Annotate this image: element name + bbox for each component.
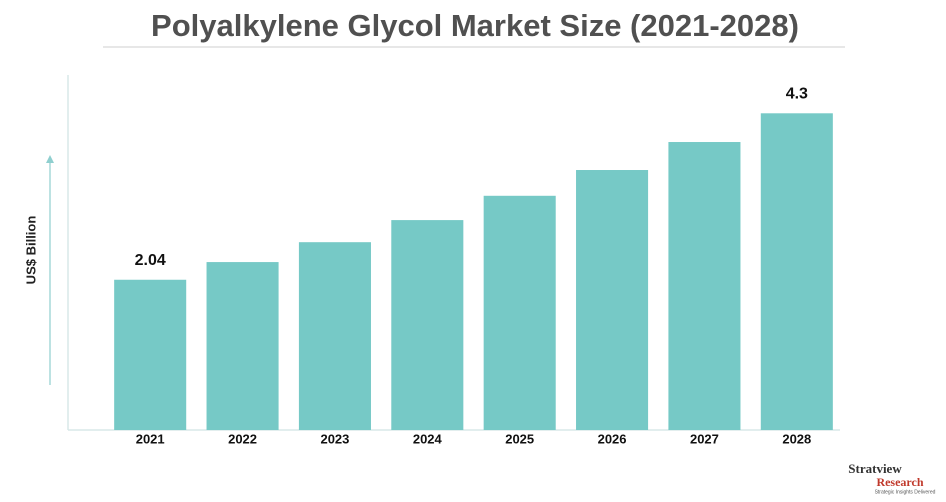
logo-name2: Research bbox=[876, 475, 923, 489]
chart-title: Polyalkylene Glycol Market Size (2021-20… bbox=[151, 8, 799, 43]
bar bbox=[298, 242, 371, 430]
y-arrow-head bbox=[46, 155, 54, 163]
x-tick-label: 2026 bbox=[598, 431, 627, 446]
bar bbox=[114, 279, 187, 430]
bar bbox=[668, 142, 741, 430]
bar bbox=[206, 262, 279, 430]
value-label: 4.3 bbox=[786, 86, 808, 103]
bar bbox=[391, 220, 464, 430]
x-tick-label: 2021 bbox=[136, 431, 165, 446]
bar bbox=[760, 113, 833, 430]
x-tick-label: 2028 bbox=[782, 431, 811, 446]
x-tick-label: 2027 bbox=[690, 431, 719, 446]
x-tick-label: 2022 bbox=[228, 431, 257, 446]
x-tick-label: 2025 bbox=[505, 431, 534, 446]
logo-name: Stratview bbox=[848, 461, 902, 476]
logo-tagline: Strategic Insights Delivered bbox=[875, 489, 936, 495]
bar bbox=[576, 170, 649, 430]
x-tick-label: 2024 bbox=[413, 431, 443, 446]
bar bbox=[483, 195, 556, 430]
x-tick-label: 2023 bbox=[320, 431, 349, 446]
value-label: 2.04 bbox=[135, 252, 166, 269]
y-axis-label: US$ Billion bbox=[23, 216, 38, 285]
